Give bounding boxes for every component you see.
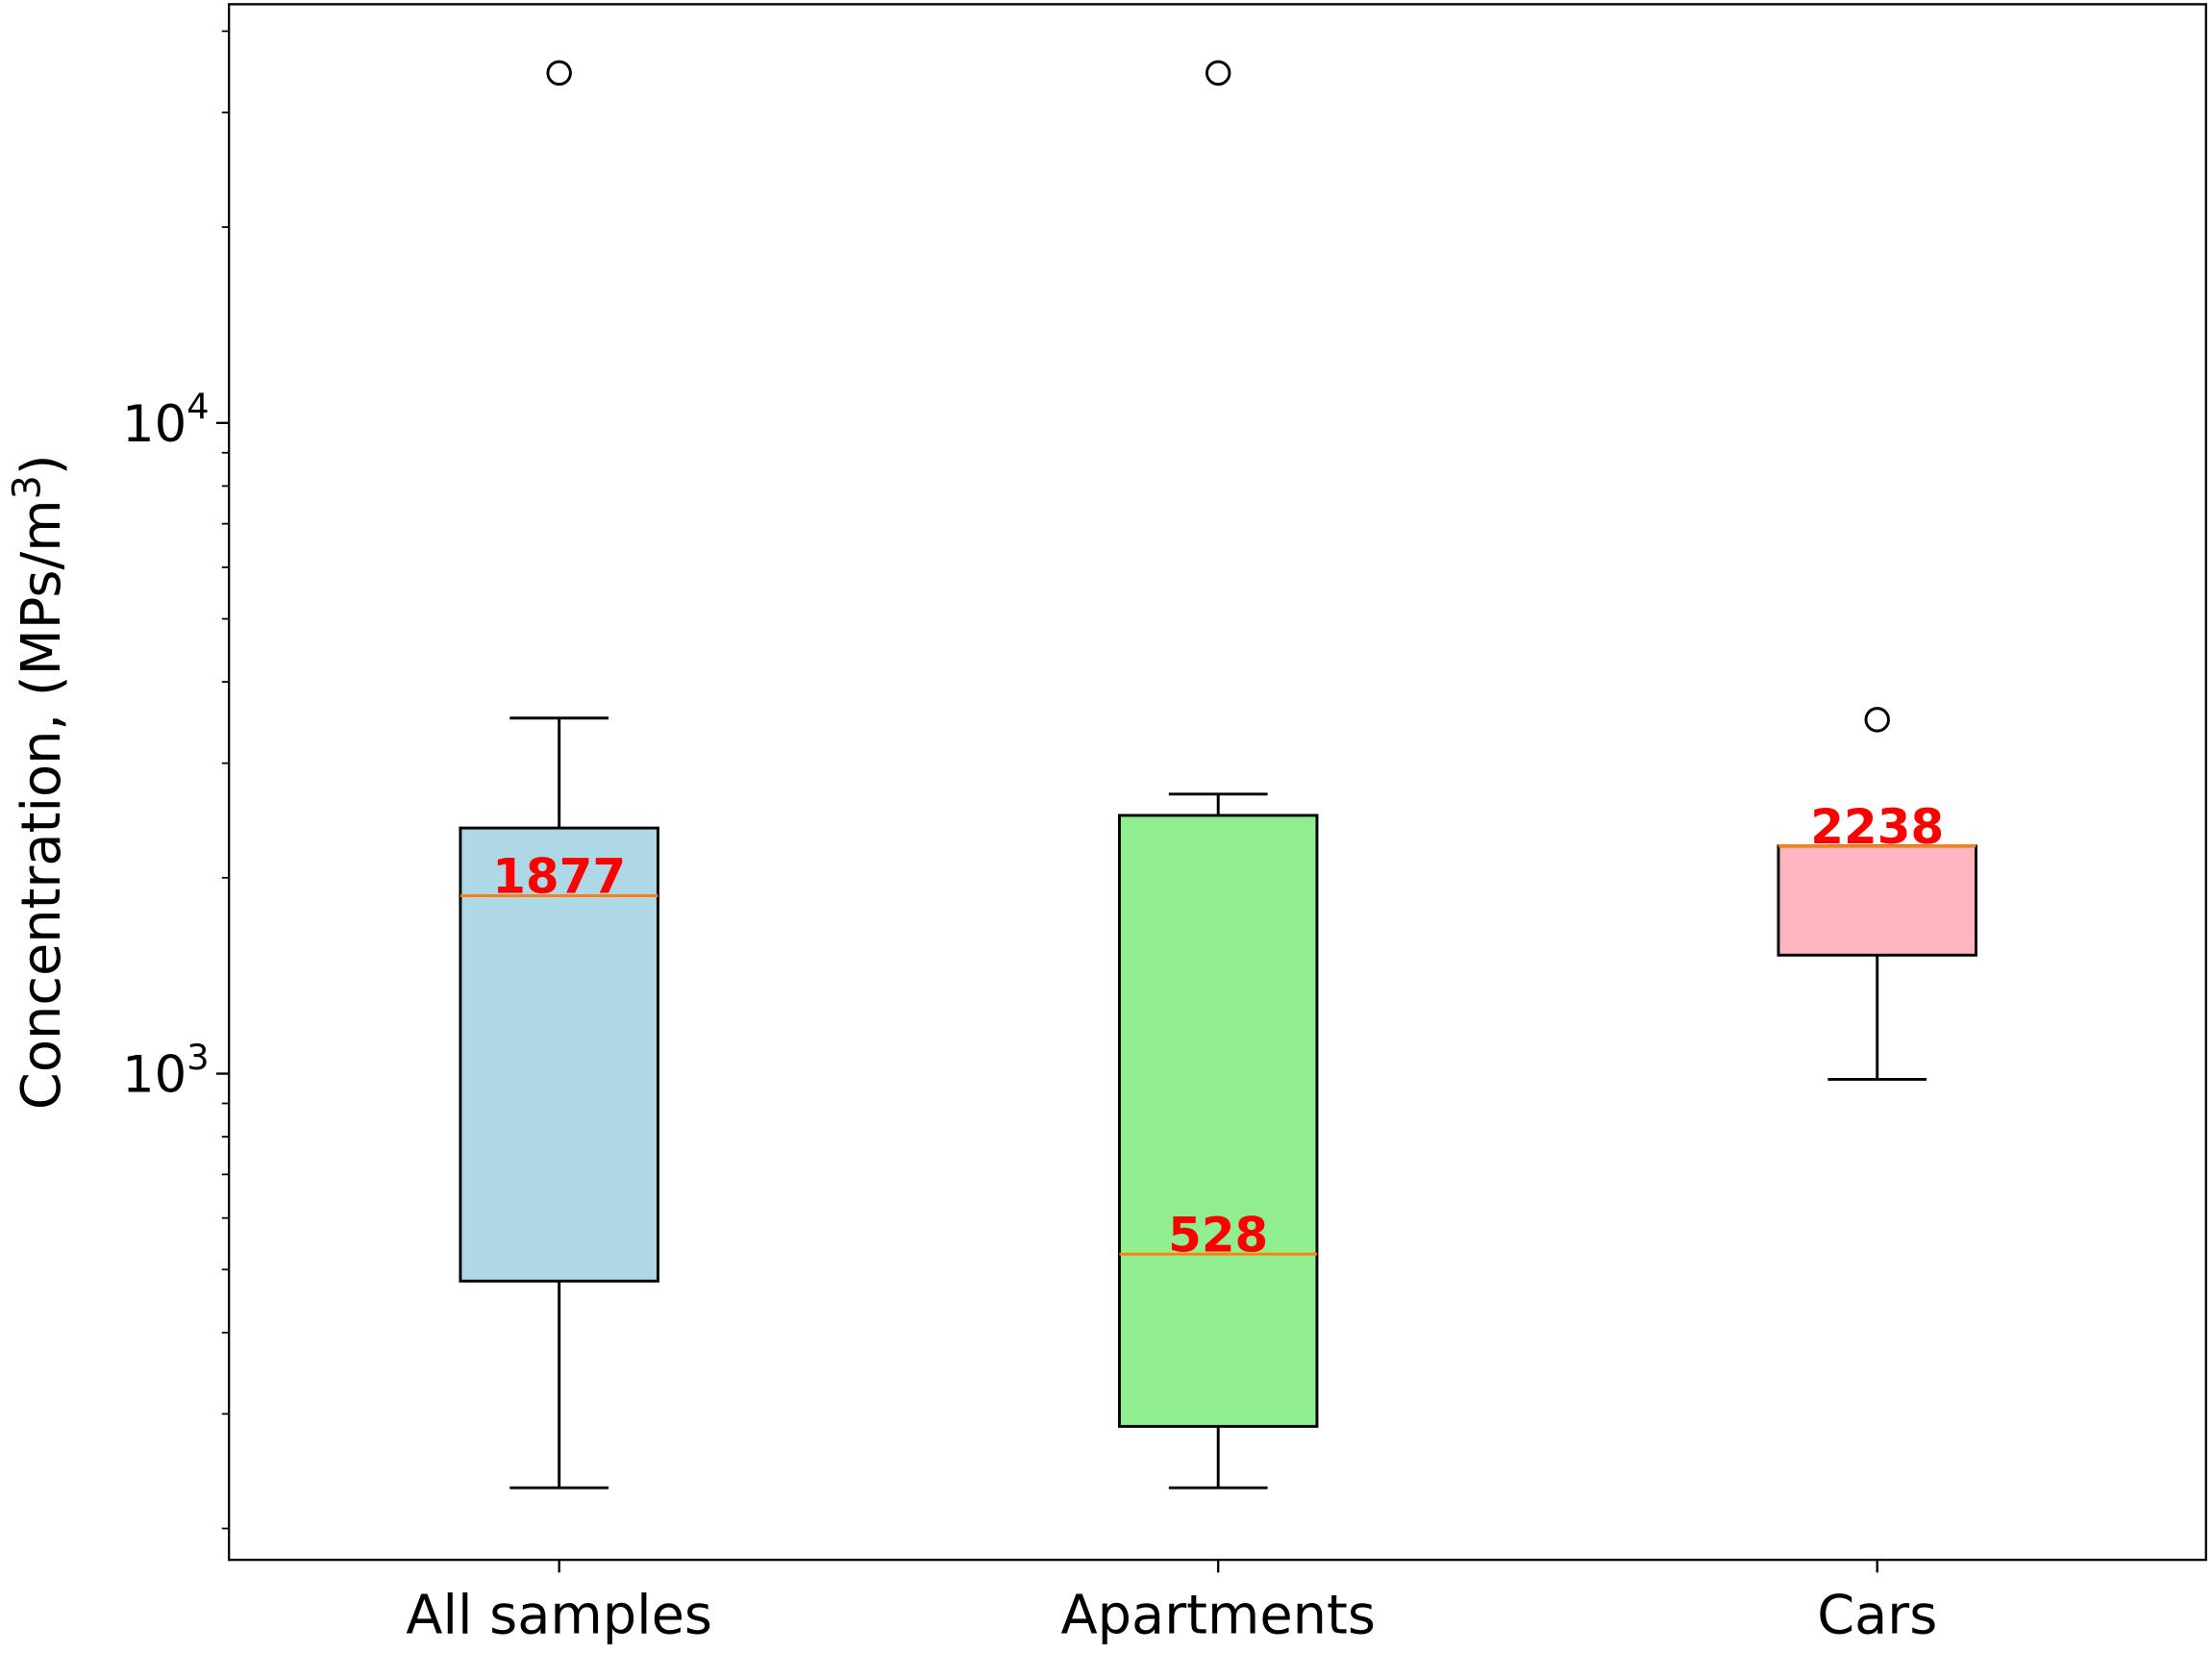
median-label: 528 bbox=[1168, 1207, 1268, 1263]
outlier-point bbox=[1205, 60, 1231, 87]
plot-frame bbox=[227, 3, 2207, 1562]
y-tick-base: 10 bbox=[122, 1046, 186, 1105]
x-tick-label: All samples bbox=[406, 1584, 712, 1646]
median-label: 1877 bbox=[492, 849, 626, 905]
y-tick-exp: 3 bbox=[186, 1037, 209, 1078]
box-1 bbox=[1117, 814, 1319, 1428]
median-label: 2238 bbox=[1810, 799, 1944, 855]
y-tick-label: 104 bbox=[122, 386, 210, 453]
y-tick-exp: 4 bbox=[186, 386, 209, 427]
box-0 bbox=[459, 826, 659, 1283]
box-2 bbox=[1777, 844, 1977, 957]
y-tick-label: 103 bbox=[122, 1037, 210, 1104]
outlier-point bbox=[546, 60, 572, 87]
y-axis-label: Concentration, (MPs/m3) bbox=[5, 454, 73, 1110]
x-tick-label: Apartments bbox=[1061, 1584, 1376, 1646]
y-tick-base: 10 bbox=[122, 395, 186, 454]
x-tick-label: Cars bbox=[1817, 1584, 1937, 1646]
outlier-point bbox=[1864, 707, 1890, 733]
